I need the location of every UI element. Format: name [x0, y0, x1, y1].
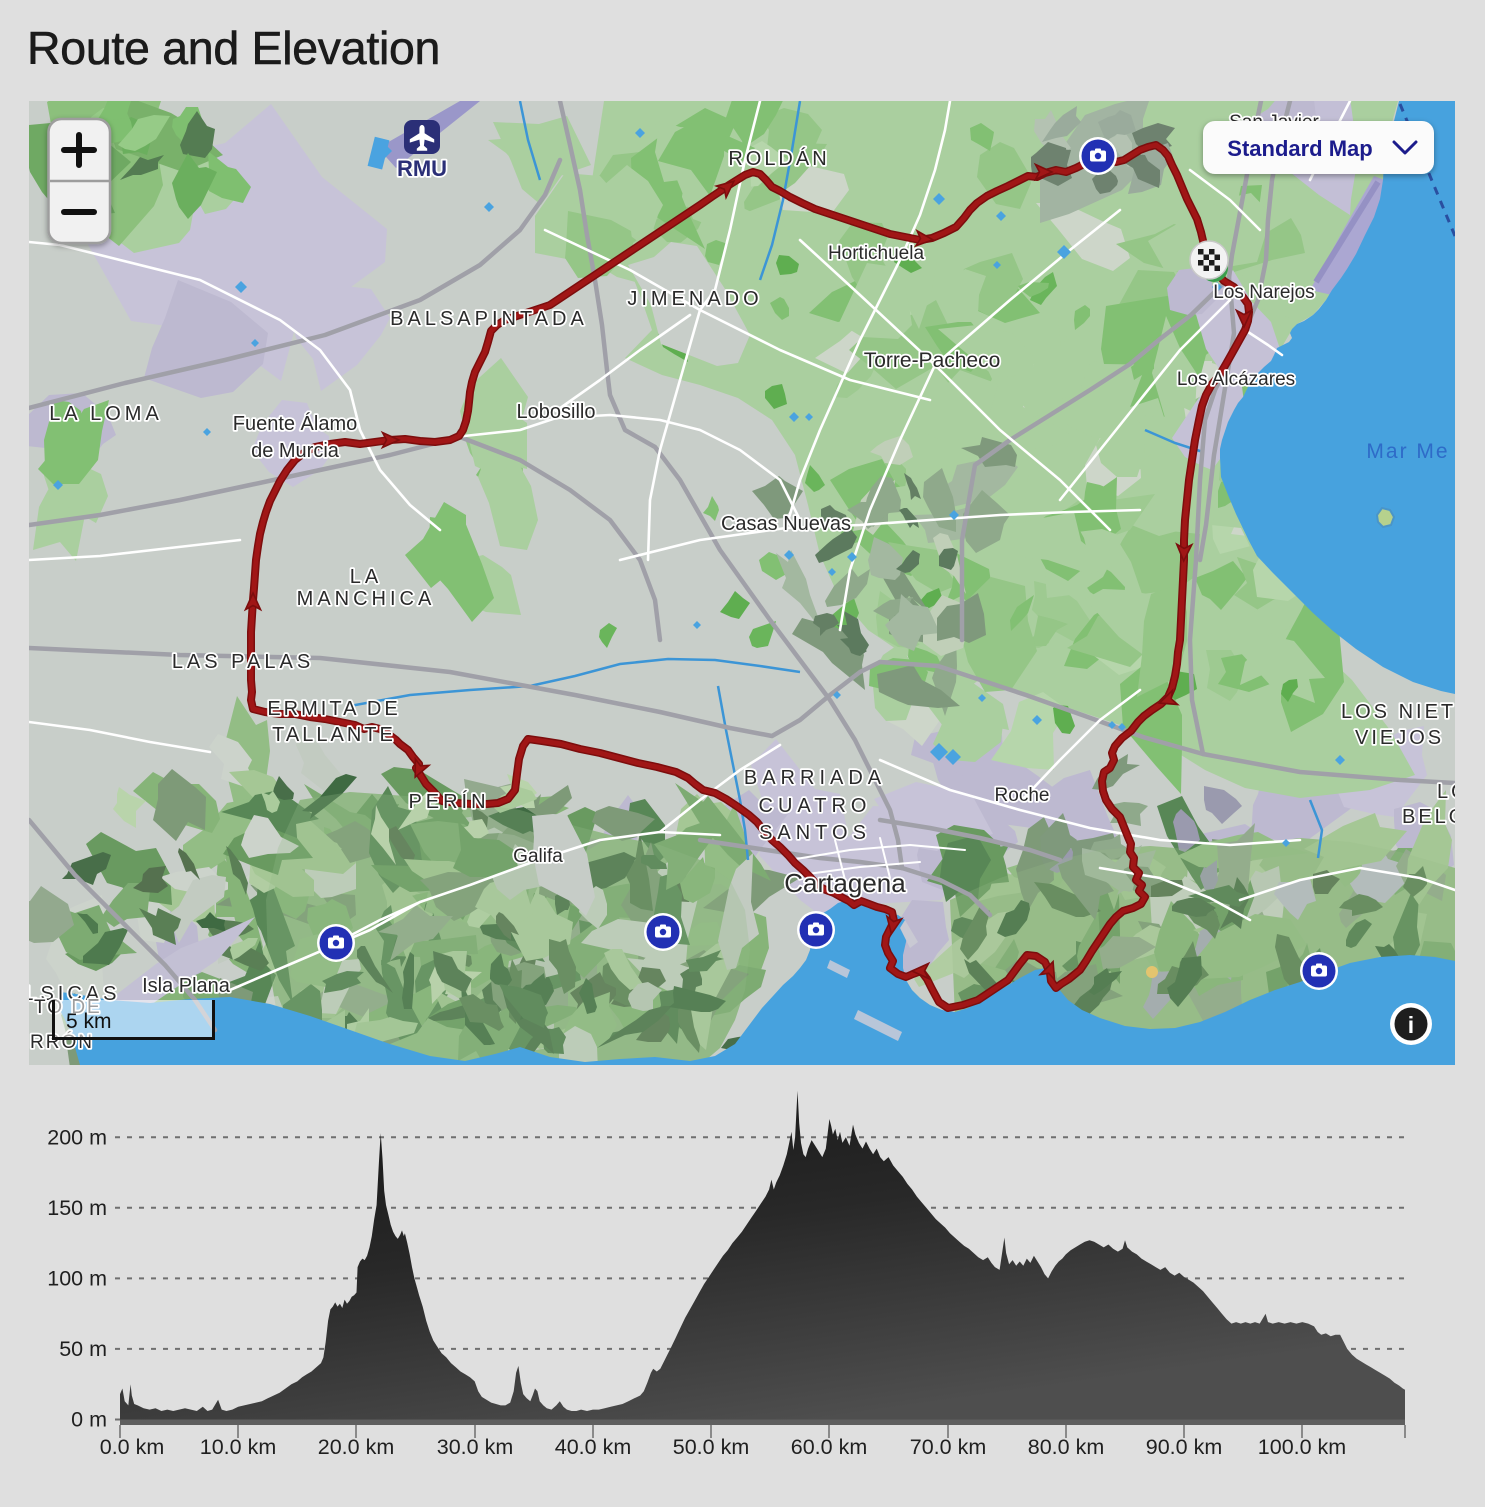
svg-text:ERMITA DE: ERMITA DE — [267, 698, 400, 720]
svg-text:Mar Me: Mar Me — [1366, 440, 1449, 463]
svg-text:60.0 km: 60.0 km — [791, 1435, 867, 1459]
svg-text:Fuente Álamo: Fuente Álamo — [233, 412, 358, 435]
svg-text:Hortichuela: Hortichuela — [828, 243, 925, 264]
svg-text:i: i — [1408, 1012, 1414, 1038]
svg-text:LA: LA — [350, 566, 382, 588]
svg-text:LOS: LOS — [1437, 781, 1455, 803]
svg-text:LAS PALAS: LAS PALAS — [172, 651, 314, 673]
svg-text:LA LOMA: LA LOMA — [49, 403, 163, 425]
svg-text:ROLDÁN: ROLDÁN — [728, 147, 829, 170]
svg-text:100.0 km: 100.0 km — [1258, 1435, 1346, 1459]
svg-text:Cartagena: Cartagena — [784, 868, 906, 898]
svg-text:BARRIADA: BARRIADA — [744, 767, 886, 789]
svg-text:LOS NIETOS: LOS NIETOS — [1341, 701, 1455, 723]
svg-text:RMU: RMU — [397, 156, 447, 181]
svg-text:BELONES: BELONES — [1402, 806, 1455, 828]
svg-text:Los Alcázares: Los Alcázares — [1177, 369, 1295, 390]
svg-text:30.0 km: 30.0 km — [437, 1435, 513, 1459]
svg-text:Isla Plana: Isla Plana — [142, 975, 231, 997]
svg-text:50 m: 50 m — [59, 1337, 113, 1361]
svg-text:TALLANTE: TALLANTE — [272, 724, 396, 746]
svg-text:Lobosillo: Lobosillo — [517, 401, 596, 423]
svg-text:de Murcia: de Murcia — [251, 440, 340, 462]
svg-text:50.0 km: 50.0 km — [673, 1435, 749, 1459]
svg-text:MANCHICA: MANCHICA — [297, 588, 436, 610]
svg-text:40.0 km: 40.0 km — [555, 1435, 631, 1459]
svg-text:10.0 km: 10.0 km — [200, 1435, 276, 1459]
svg-text:0.0 km: 0.0 km — [100, 1435, 165, 1459]
svg-text:70.0 km: 70.0 km — [910, 1435, 986, 1459]
svg-text:150 m: 150 m — [47, 1196, 113, 1220]
svg-text:0 m: 0 m — [71, 1408, 113, 1432]
svg-text:CUATRO: CUATRO — [759, 795, 872, 817]
svg-text:VIEJOS: VIEJOS — [1355, 727, 1444, 749]
svg-text:Galifa: Galifa — [513, 846, 563, 867]
svg-text:90.0 km: 90.0 km — [1146, 1435, 1222, 1459]
svg-text:Roche: Roche — [995, 785, 1050, 806]
svg-text:200 m: 200 m — [47, 1125, 113, 1149]
svg-text:BALSAPINTADA: BALSAPINTADA — [390, 308, 588, 330]
svg-text:100 m: 100 m — [47, 1266, 113, 1290]
svg-text:Torre-Pacheco: Torre-Pacheco — [864, 349, 1001, 372]
svg-text:SANTOS: SANTOS — [759, 822, 871, 844]
svg-text:Los Narejos: Los Narejos — [1213, 282, 1314, 303]
svg-text:JIMENADO: JIMENADO — [627, 288, 762, 310]
svg-text:Standard Map: Standard Map — [1227, 136, 1372, 161]
svg-text:80.0 km: 80.0 km — [1028, 1435, 1104, 1459]
svg-text:PERÍN: PERÍN — [408, 790, 489, 813]
svg-text:20.0 km: 20.0 km — [318, 1435, 394, 1459]
svg-text:Casas Nuevas: Casas Nuevas — [721, 513, 851, 535]
svg-text:5 km: 5 km — [66, 1010, 112, 1033]
